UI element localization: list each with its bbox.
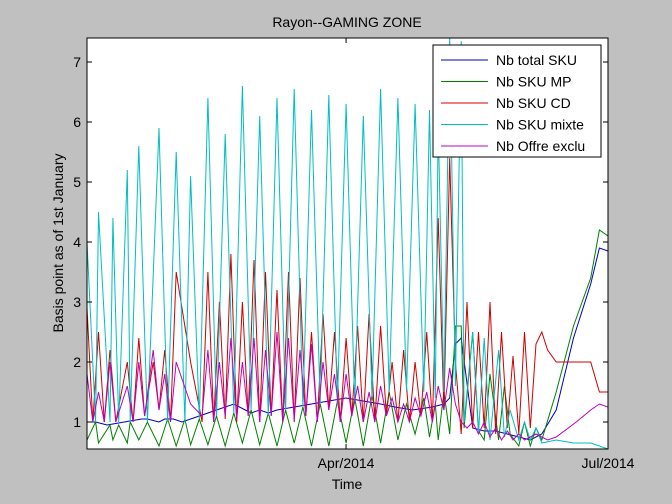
x-axis-label: Time [332,476,363,492]
chart-title: Rayon--GAMING ZONE [272,14,421,30]
legend-label-4: Nb Offre exclu [496,138,585,154]
y-tick-label: 2 [73,354,81,370]
x-tick-label: Apr/2014 [318,455,375,471]
legend-label-2: Nb SKU CD [496,95,571,111]
y-tick-label: 7 [73,54,81,70]
series-line-2 [87,157,608,435]
series-line-0 [87,247,608,441]
axes-layer: 1 2 3 4 5 6 7 Apr/2014 Jul/2014 [73,38,635,471]
legend-box [432,44,602,158]
y-tick-label: 4 [73,234,81,250]
y-tick-label: 5 [73,174,81,190]
legend-label-0: Nb total SKU [496,52,577,68]
y-axis-label: Basis point as of 1st January [50,154,66,333]
y-tick-label: 3 [73,294,81,310]
y-tick-label: 6 [73,114,81,130]
series-line-4 [87,331,608,442]
series-line-3 [87,38,608,449]
plot-frame [86,37,609,450]
legend-label-3: Nb SKU mixte [496,117,584,133]
x-tick-label: Jul/2014 [582,455,635,471]
series-layer [87,38,608,449]
legend: Nb total SKU Nb SKU MP Nb SKU CD Nb SKU mix… [432,44,602,158]
y-tick-label: 1 [73,414,81,430]
legend-label-1: Nb SKU MP [496,74,571,90]
